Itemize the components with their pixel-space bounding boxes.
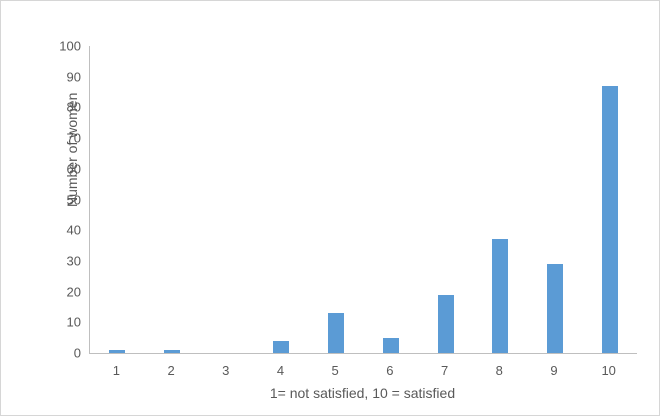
bar-slot [473, 46, 528, 353]
y-tick-label: 30 [66, 253, 81, 269]
x-tick-label: 4 [276, 363, 285, 378]
bar-category-1 [109, 349, 126, 353]
bar-slot [528, 46, 583, 353]
y-tick-label: 40 [66, 222, 81, 238]
bar-category-10 [601, 85, 618, 353]
x-tick-label: 9 [550, 363, 558, 378]
bar-slot [199, 46, 254, 353]
plot-area [89, 46, 637, 354]
bar-category-6 [382, 337, 399, 353]
bar-slot [145, 46, 200, 353]
x-tick-label: 10 [601, 363, 616, 378]
y-tick-label: 0 [73, 345, 81, 361]
bar-slot [309, 46, 364, 353]
y-tick-label: 20 [66, 284, 81, 300]
x-tick-label: 1 [112, 363, 120, 378]
x-axis-title: 1= not satisfied, 10 = satisfied [269, 385, 456, 401]
bar-category-5 [328, 313, 345, 353]
bar-slot [90, 46, 145, 353]
bars-container [90, 46, 637, 353]
y-tick-label: 50 [66, 192, 81, 207]
bar-slot [254, 46, 309, 353]
bar-slot [364, 46, 419, 353]
x-tick-label: 7 [440, 363, 449, 378]
y-axis-tick-labels: 0 10 20 30 40 50 60 70 80 90 100 [31, 40, 81, 360]
x-tick-label: 3 [222, 363, 230, 378]
bar-category-8 [492, 239, 509, 353]
bar-category-9 [546, 263, 563, 353]
bar-category-2 [164, 349, 181, 353]
x-axis-tick-labels: 1 2 3 4 5 6 7 8 9 10 [89, 363, 636, 378]
bar-slot [418, 46, 473, 353]
y-tick-label: 70 [66, 130, 81, 146]
x-tick-label: 8 [495, 363, 503, 378]
y-tick-label: 10 [66, 314, 81, 330]
y-tick-label: 100 [59, 38, 81, 54]
x-tick-label: 2 [167, 363, 175, 378]
x-tick-label: 5 [331, 363, 339, 378]
x-tick-label: 6 [386, 363, 394, 378]
bar-category-7 [437, 294, 454, 353]
y-tick-label: 80 [66, 99, 81, 115]
y-tick-label: 90 [66, 69, 81, 85]
bar-category-4 [273, 340, 290, 353]
bar-slot [582, 46, 637, 353]
y-tick-label: 60 [66, 161, 81, 177]
